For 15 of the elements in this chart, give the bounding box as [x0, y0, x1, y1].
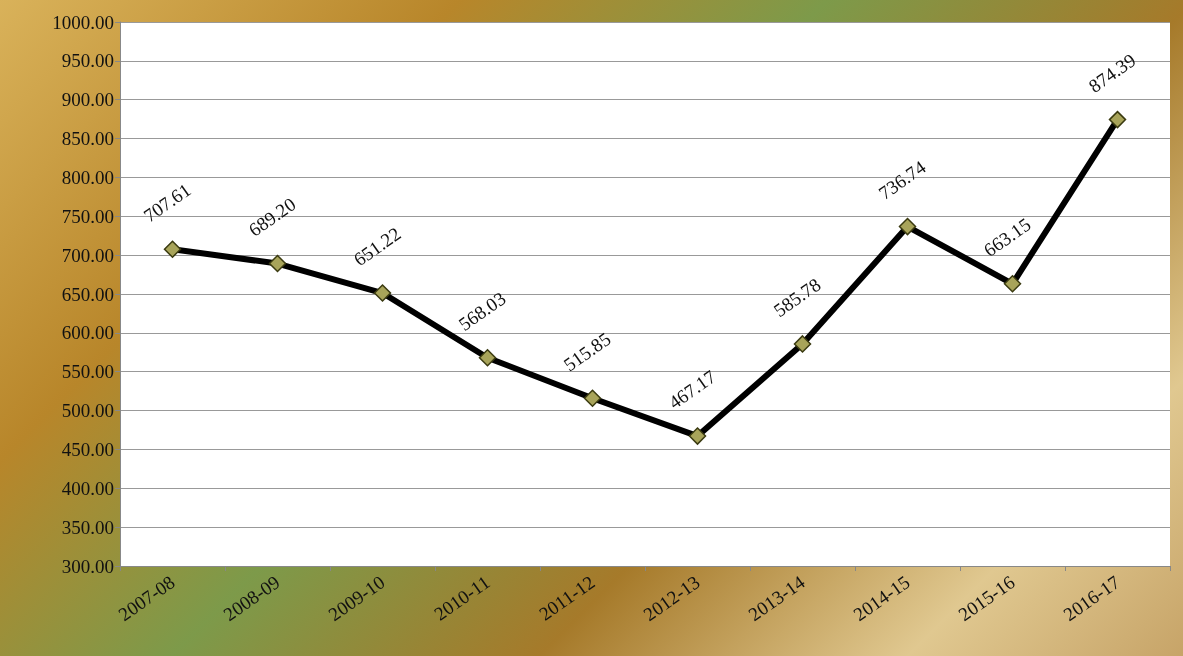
y-tick-label: 550.00	[61, 361, 114, 383]
y-tick-label: 450.00	[61, 438, 114, 460]
y-tick-label: 800.00	[61, 166, 114, 188]
y-tick-label: 650.00	[61, 283, 114, 305]
y-tick-label: 950.00	[61, 50, 114, 72]
y-tick-label: 1000.00	[52, 11, 114, 33]
y-tick-label: 700.00	[61, 244, 114, 266]
y-tick-label: 400.00	[61, 477, 114, 499]
y-tick-label: 600.00	[61, 322, 114, 344]
y-tick-label: 850.00	[61, 128, 114, 150]
y-tick-label: 750.00	[61, 205, 114, 227]
y-tick-label: 900.00	[61, 89, 114, 111]
y-tick-label: 350.00	[61, 516, 114, 538]
y-tick-label: 300.00	[61, 555, 114, 577]
y-tick-label: 500.00	[61, 400, 114, 422]
